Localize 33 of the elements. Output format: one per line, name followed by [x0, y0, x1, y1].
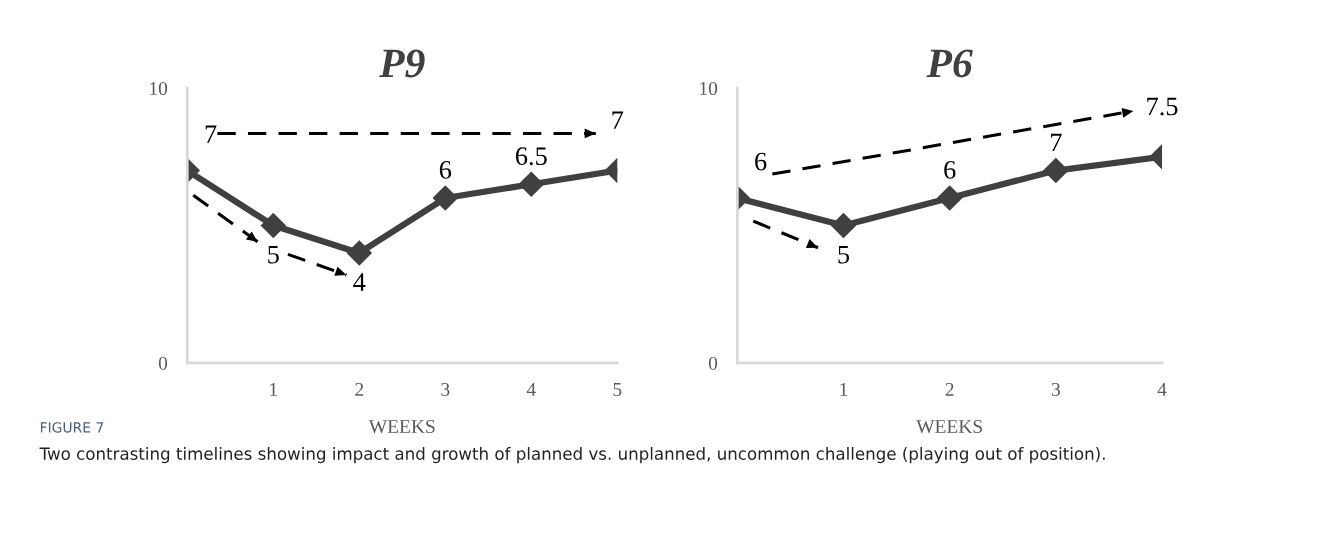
- data-label: 5: [838, 245, 850, 264]
- data-label: 7: [612, 111, 624, 129]
- x-tick-label: 2: [355, 382, 364, 396]
- point: [346, 240, 372, 266]
- x-tick-label: 5: [613, 383, 622, 396]
- data-label: 6: [755, 152, 767, 171]
- data-label: 7.5: [1147, 97, 1178, 116]
- x-tick-label: 4: [526, 382, 536, 396]
- y-tick-label: 0: [158, 356, 168, 370]
- data-label: 4: [353, 273, 366, 291]
- chart-title: P9: [379, 49, 425, 78]
- x-tick-label: 1: [840, 382, 848, 396]
- x-tick-label: 1: [270, 382, 277, 396]
- point: [432, 185, 458, 211]
- x-tick-label: 3: [441, 382, 450, 396]
- x-axis-title: WEEKS: [368, 419, 435, 434]
- y-tick-label: 0: [708, 356, 718, 370]
- text: Two contrasting timelines showing impact and growth of planned vs. unplanned, uncommon challenge (playing out of position).: [39, 447, 1105, 464]
- x-tick-label: 4: [1157, 382, 1167, 396]
- chart-title: P6: [926, 49, 973, 78]
- data-label: 5: [268, 245, 279, 264]
- y-tick-label: 10: [150, 81, 168, 96]
- data-label: 6: [439, 161, 452, 179]
- caption: FIGURE 7: [40, 422, 104, 433]
- data-label: 7: [1051, 133, 1062, 152]
- x-tick-label: 2: [945, 382, 954, 396]
- point: [937, 185, 963, 211]
- x-tick-label: 3: [1051, 382, 1060, 396]
- data-label: 6.5: [515, 147, 547, 166]
- data-label: 7: [205, 125, 217, 143]
- data-label: 6: [944, 161, 956, 179]
- y-tick-label: 10: [700, 81, 718, 96]
- x-axis-title: WEEKS: [916, 419, 982, 434]
